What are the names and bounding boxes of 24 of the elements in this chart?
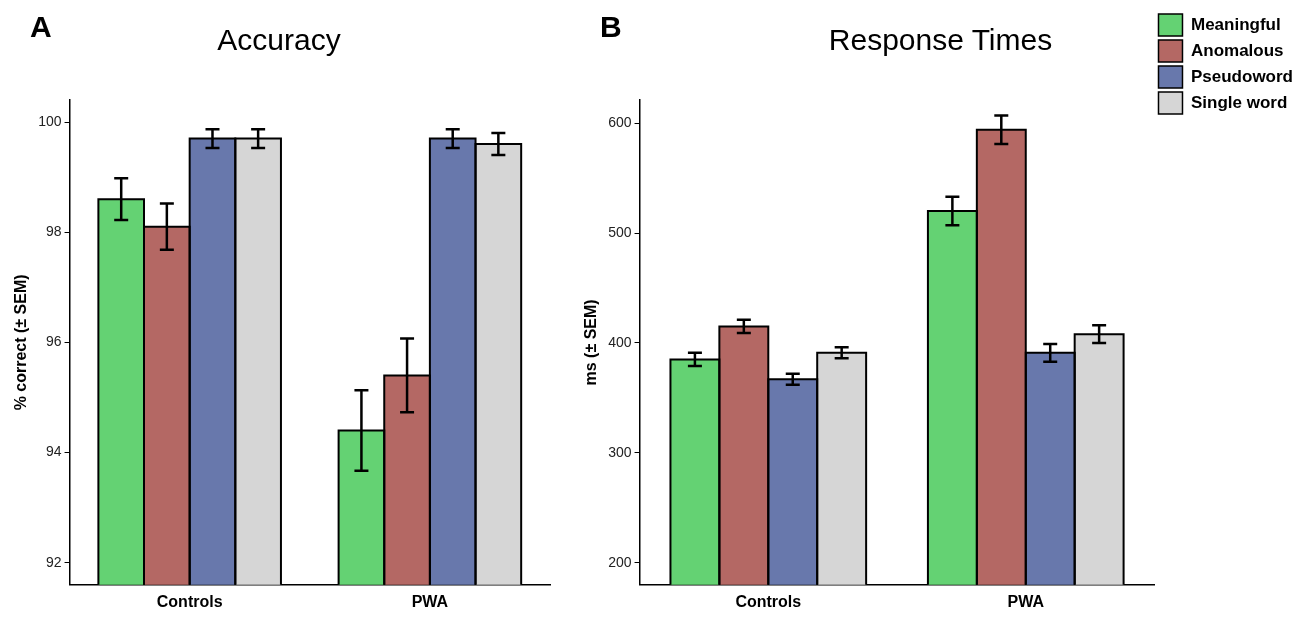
y-tick-label: 300 xyxy=(608,443,632,460)
text: B xyxy=(600,10,622,44)
legend-label: Pseudoword xyxy=(1190,66,1294,86)
text: A xyxy=(30,10,52,44)
x-tick-label: PWA xyxy=(1007,592,1045,610)
y-axis-title: % correct (± SEM) xyxy=(12,274,30,411)
y-tick-label: 100 xyxy=(38,112,62,129)
legend-label: Single word xyxy=(1190,92,1288,112)
y-tick-label: 200 xyxy=(608,553,632,570)
y-tick-label: 92 xyxy=(45,553,62,570)
y-tick-label: 500 xyxy=(608,223,632,240)
x-tick-label: Controls xyxy=(156,592,223,610)
legend-label: Anomalous xyxy=(1190,40,1284,60)
legend-label: Meaningful xyxy=(1190,14,1281,34)
chart-title: Accuracy xyxy=(217,23,341,57)
x-tick-label: PWA xyxy=(411,592,449,610)
y-tick-label: 94 xyxy=(45,443,62,460)
y-tick-label: 400 xyxy=(608,333,632,350)
y-tick-label: 96 xyxy=(45,333,62,350)
x-tick-label: Controls xyxy=(735,592,802,610)
y-axis-title: ms (± SEM) xyxy=(582,299,600,386)
y-tick-label: 98 xyxy=(45,223,62,240)
y-tick-label: 600 xyxy=(608,113,632,130)
chart-title: Response Times xyxy=(828,23,1053,57)
